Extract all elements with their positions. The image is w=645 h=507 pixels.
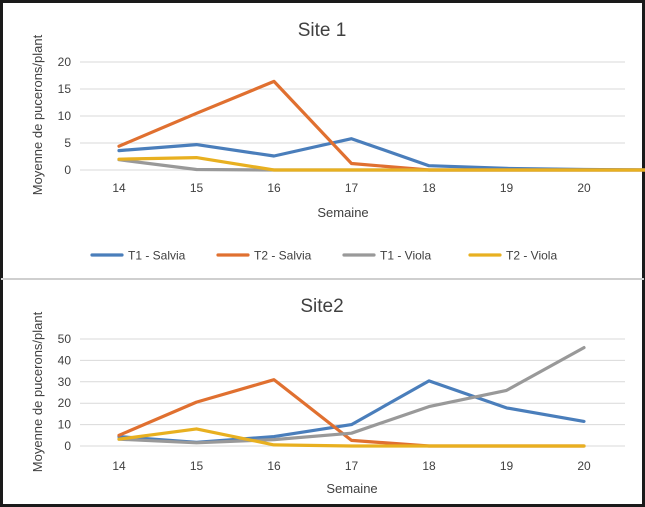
- x-tick-label: 16: [267, 459, 281, 473]
- x-tick-label: 15: [190, 459, 204, 473]
- y-tick-labels: 0 5 10 15 20: [58, 55, 72, 177]
- x-tick-label: 17: [345, 181, 359, 195]
- legend-item: T2 - Viola: [468, 249, 557, 263]
- legend: T1 - Salvia T2 - Salvia T1 - Viola T2 - Vio…: [90, 249, 557, 263]
- legend-label: T2 - Viola: [506, 249, 557, 263]
- y-tick-label: 30: [58, 375, 72, 389]
- x-tick-label: 16: [267, 181, 281, 195]
- x-tick-label: 20: [577, 181, 591, 195]
- y-gridlines: [80, 61, 625, 171]
- chart-site-2: Site2 0 10 20 30 40 50 14 15 16 17 18 19 20 Semaine…: [30, 296, 625, 496]
- y-tick-label: 0: [64, 439, 71, 453]
- series-lines: [117, 79, 645, 172]
- x-tick-label: 14: [112, 459, 126, 473]
- y-tick-label: 50: [58, 332, 72, 346]
- legend-item: T1 - Viola: [342, 249, 431, 263]
- legend-label: T2 - Salvia: [254, 249, 312, 263]
- y-tick-label: 10: [58, 109, 72, 123]
- legend-label: T1 - Viola: [380, 249, 431, 263]
- chart-title: Site2: [300, 296, 343, 317]
- x-tick-labels: 14 15 16 17 18 19 20: [112, 181, 591, 195]
- x-tick-label: 18: [422, 181, 436, 195]
- y-tick-label: 20: [58, 396, 72, 410]
- x-tick-label: 19: [500, 459, 514, 473]
- legend-item: T2 - Salvia: [216, 249, 312, 263]
- x-tick-label: 17: [345, 459, 359, 473]
- x-tick-label: 15: [190, 181, 204, 195]
- legend-item: T1 - Salvia: [90, 249, 186, 263]
- x-tick-label: 18: [422, 459, 436, 473]
- y-tick-label: 40: [58, 353, 72, 367]
- x-axis-label: Semaine: [317, 205, 368, 220]
- y-axis-label: Moyenne de pucerons/plant: [30, 311, 45, 472]
- series-line-4: [117, 427, 586, 448]
- series-line-3: [117, 346, 586, 445]
- y-tick-label: 10: [58, 418, 72, 432]
- y-tick-label: 5: [64, 136, 71, 150]
- x-tick-label: 19: [500, 181, 514, 195]
- y-tick-label: 0: [64, 163, 71, 177]
- legend-label: T1 - Salvia: [128, 249, 186, 263]
- x-tick-label: 14: [112, 181, 126, 195]
- y-tick-label: 15: [58, 82, 72, 96]
- chart-site-1: Site 1 0 5 10 15 20 14 15 16 17 18 19 20 Semaine M…: [30, 20, 645, 220]
- x-axis-label: Semaine: [326, 481, 377, 496]
- y-axis-label: Moyenne de pucerons/plant: [30, 34, 45, 195]
- y-tick-label: 20: [58, 55, 72, 69]
- chart-title: Site 1: [298, 20, 347, 41]
- y-tick-labels: 0 10 20 30 40 50: [58, 332, 72, 453]
- x-tick-label: 20: [577, 459, 591, 473]
- x-tick-labels: 14 15 16 17 18 19 20: [112, 459, 591, 473]
- series-lines: [117, 346, 586, 448]
- series-line-4: [117, 156, 645, 172]
